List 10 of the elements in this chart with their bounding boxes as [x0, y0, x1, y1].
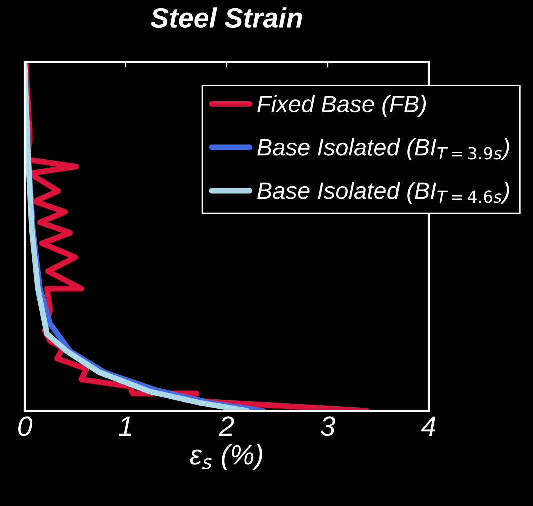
x-tick-label: 0: [18, 416, 32, 436]
legend-label: Base Isolated (BI$_{T=3.9s}$): [258, 138, 510, 161]
legend-label: Fixed Base (FB): [258, 95, 426, 118]
x-tick-label: 1: [118, 416, 132, 436]
x-tick-label: 2: [219, 416, 234, 436]
x-tick-label: 3: [320, 416, 336, 436]
x-axis-title: ε$_{s}$ (%): [190, 444, 262, 470]
x-tick-label: 4: [421, 416, 436, 436]
legend-label: Base Isolated (BI$_{T=4.6s}$): [258, 182, 510, 204]
chart-title: Steel Strain: [150, 8, 302, 28]
